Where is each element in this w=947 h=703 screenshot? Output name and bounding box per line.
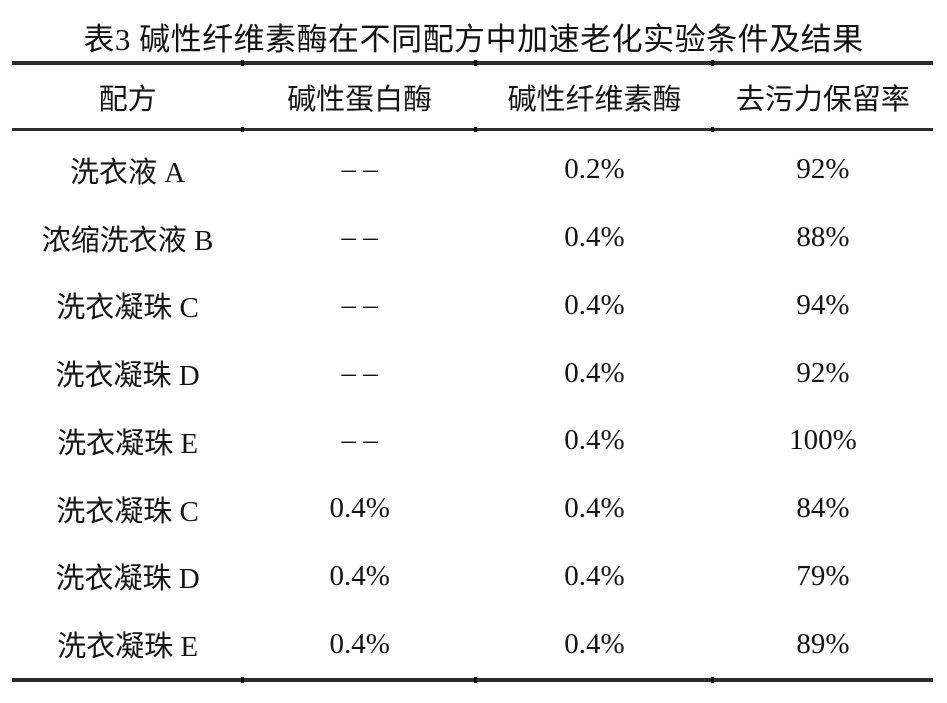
table-cell: 0.4% (564, 627, 625, 660)
table-cell: 100% (789, 424, 857, 457)
table-cell: 浓缩洗衣液 B (41, 224, 214, 257)
table-top-rule (12, 60, 933, 66)
table-cell: 0.4% (564, 559, 625, 592)
table-cell: 洗衣凝珠 C (56, 292, 199, 325)
table-row: 洗衣凝珠 D – – 0.4% 92% (12, 339, 933, 407)
table-row: 洗衣凝珠 D 0.4% 0.4% 79% (12, 543, 933, 611)
table-bottom-rule (12, 677, 933, 683)
table-cell: – – (341, 153, 378, 186)
column-header-detergency-retention: 去污力保留率 (735, 83, 910, 116)
table-row: 洗衣液 A – – 0.2% 92% (12, 136, 933, 204)
table-cell: – – (341, 424, 378, 457)
table-cell: 洗衣凝珠 C (56, 495, 199, 528)
column-divider-tick (711, 60, 714, 66)
table-cell: – – (341, 288, 378, 321)
table-cell: 89% (796, 627, 850, 660)
table-row: 浓缩洗衣液 B – – 0.4% 88% (12, 204, 933, 272)
table-cell: – – (341, 356, 378, 389)
column-divider-tick (711, 677, 714, 683)
table-cell: 0.4% (329, 627, 390, 660)
column-divider-tick (474, 127, 477, 132)
table-cell: 94% (796, 288, 850, 321)
table-row: 洗衣凝珠 C – – 0.4% 94% (12, 272, 933, 340)
table-cell: 洗衣凝珠 D (55, 563, 200, 596)
table-title: 表3 碱性纤维素酶在不同配方中加速老化实验条件及结果 (83, 22, 864, 57)
column-header-formula: 配方 (98, 83, 157, 116)
table-header-row: 配方 碱性蛋白酶 碱性纤维素酶 去污力保留率 (12, 65, 933, 128)
column-divider-tick (241, 127, 244, 132)
column-divider-tick (241, 677, 244, 683)
column-header-alkaline-protease: 碱性蛋白酶 (287, 83, 433, 116)
table-cell: – – (341, 221, 378, 254)
column-divider-tick (474, 60, 477, 66)
table-header-rule (12, 127, 933, 132)
table-cell: 0.4% (564, 424, 625, 457)
table-cell: 0.4% (564, 492, 625, 525)
table-cell: 92% (796, 153, 850, 186)
column-divider-tick (711, 127, 714, 132)
table-cell: 79% (796, 559, 850, 592)
table-row: 洗衣凝珠 E 0.4% 0.4% 89% (12, 610, 933, 678)
table-cell: 0.4% (329, 559, 390, 592)
table-cell: 洗衣凝珠 E (57, 427, 199, 460)
table-body: 洗衣液 A – – 0.2% 92% 浓缩洗衣液 B – – 0.4% 88% … (12, 131, 933, 678)
table-cell: 0.4% (564, 221, 625, 254)
table-cell: 88% (796, 221, 850, 254)
table-cell: 0.4% (564, 288, 625, 321)
table-row: 洗衣凝珠 C 0.4% 0.4% 84% (12, 475, 933, 543)
table-cell: 84% (796, 492, 850, 525)
column-divider-tick (474, 677, 477, 683)
table-cell: 洗衣凝珠 E (57, 631, 199, 664)
column-divider-tick (241, 60, 244, 66)
table-cell: 0.4% (564, 356, 625, 389)
table-cell: 0.4% (329, 492, 390, 525)
table-cell: 92% (796, 356, 850, 389)
table-cell: 洗衣液 A (69, 156, 186, 189)
table-row: 洗衣凝珠 E – – 0.4% 100% (12, 407, 933, 475)
table-cell: 0.2% (564, 153, 625, 186)
table-cell: 洗衣凝珠 D (55, 360, 200, 393)
column-header-alkaline-cellulase: 碱性纤维素酶 (507, 83, 682, 116)
